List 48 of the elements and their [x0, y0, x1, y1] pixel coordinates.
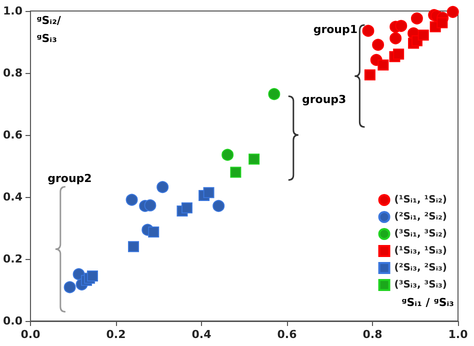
legend-label: (³Sᵢ₃, ³Sᵢ₃) — [394, 280, 448, 290]
point — [126, 194, 138, 206]
point — [436, 17, 448, 28]
point — [148, 226, 160, 238]
point — [393, 48, 404, 60]
point — [222, 148, 234, 161]
y-tick-label: 1.0 — [2, 4, 23, 18]
point — [378, 59, 389, 70]
point — [410, 12, 423, 24]
legend-label: (²Sᵢ₁, ²Sᵢ₂) — [394, 212, 448, 222]
point — [390, 32, 402, 44]
point — [230, 166, 242, 178]
point — [418, 30, 429, 41]
point — [364, 69, 376, 80]
point — [156, 181, 169, 194]
legend-label: (¹Sᵢ₃, ¹Sᵢ₃) — [394, 246, 448, 256]
x-tick-label: 0.6 — [277, 328, 298, 341]
point — [268, 88, 280, 100]
legend-label: (²Sᵢ₃, ²Sᵢ₃) — [394, 262, 448, 274]
x-tick-label: 0.2 — [106, 328, 126, 341]
point — [395, 20, 408, 32]
y-tick-label: 0.8 — [2, 66, 22, 80]
y-axis-title: ᵍSᵢ₂/ ᵍSᵢ₃ — [36, 14, 62, 45]
point — [248, 154, 260, 165]
point — [372, 38, 384, 51]
point — [203, 187, 214, 198]
x-tick-label: 1.0 — [448, 328, 468, 341]
x-axis-title: ᵍSᵢ₁ / ᵍSᵢ₃ — [401, 296, 454, 309]
point — [362, 24, 374, 37]
point — [181, 202, 192, 214]
legend-label: (³Sᵢ₁, ³Sᵢ₂) — [394, 228, 448, 240]
x-tick-label: 0.0 — [20, 328, 41, 341]
y-tick-label: 0.6 — [2, 128, 23, 142]
x-tick-label: 0.4 — [192, 328, 212, 341]
point — [64, 281, 76, 294]
legend-label: (¹Sᵢ₁, ¹Sᵢ₂) — [394, 194, 448, 206]
annotation: group1 — [313, 23, 358, 36]
annotation: group3 — [302, 92, 346, 106]
point — [144, 199, 156, 212]
x-tick-label: 0.8 — [362, 328, 382, 341]
y-tick-label: 0.4 — [2, 190, 23, 204]
point — [128, 241, 140, 252]
y-tick-label: 0.2 — [2, 252, 22, 266]
y-tick-label: 0.0 — [2, 314, 23, 328]
point — [86, 270, 98, 282]
annotation: group2 — [48, 172, 92, 185]
point — [446, 6, 459, 18]
point — [212, 200, 225, 212]
